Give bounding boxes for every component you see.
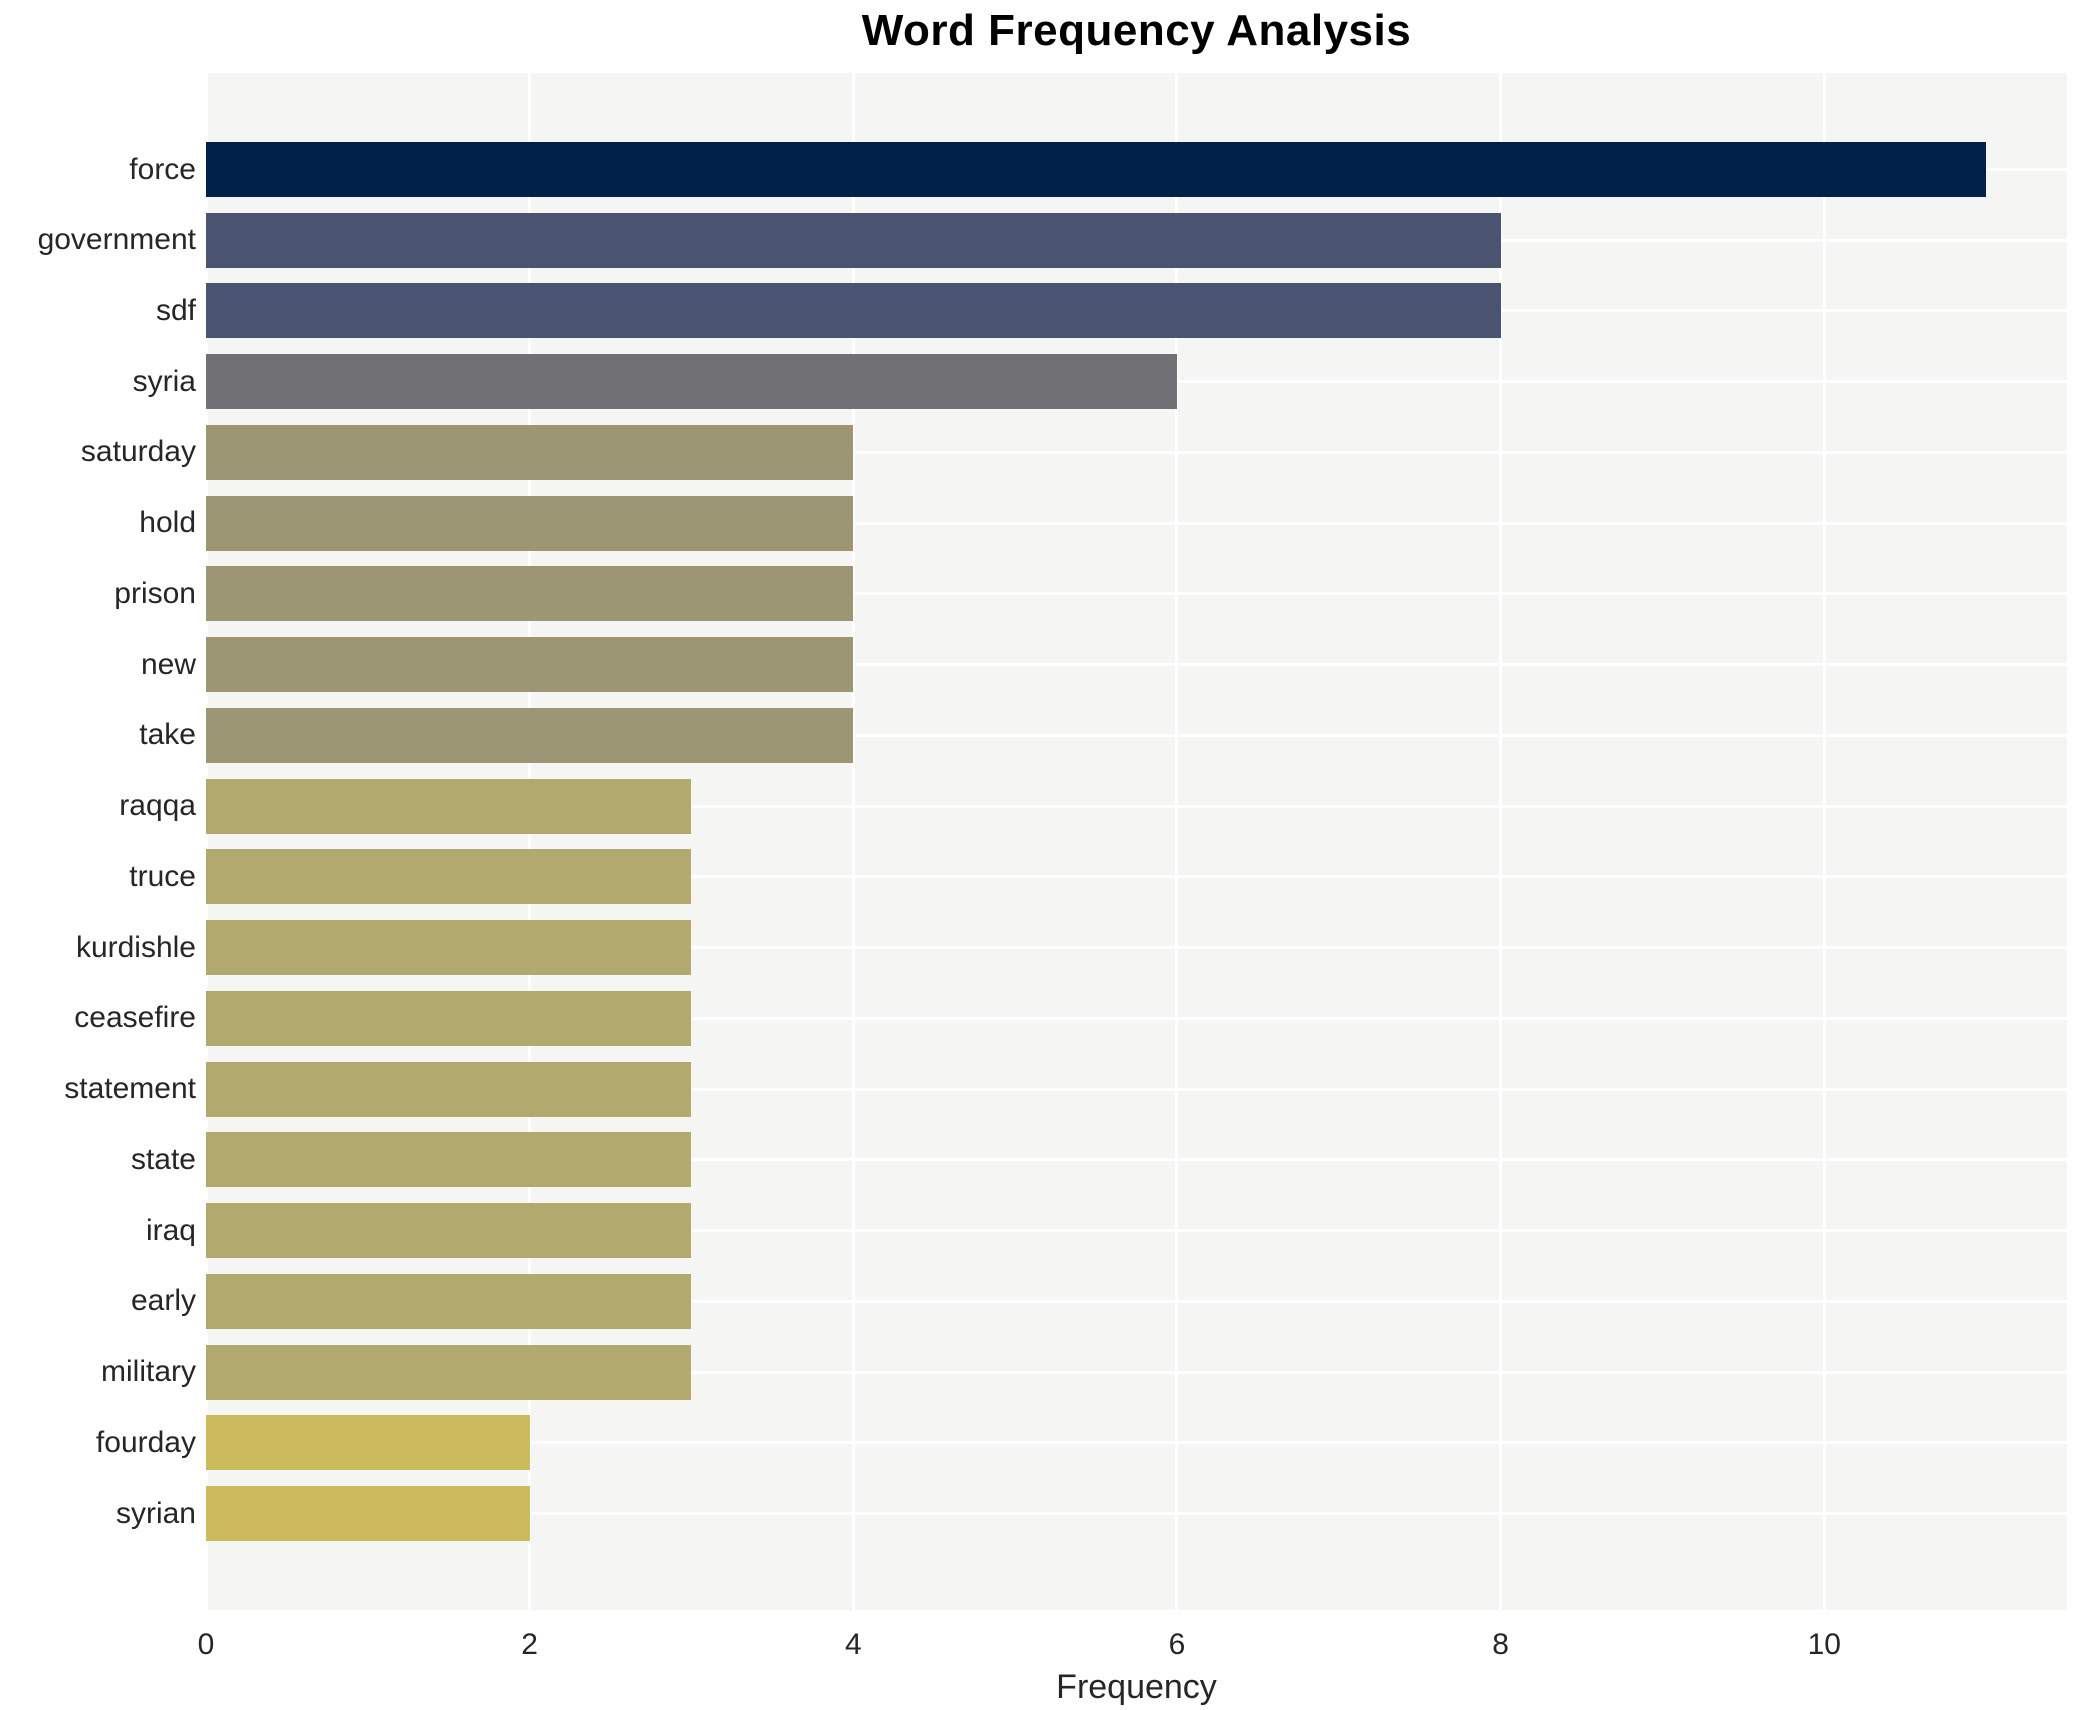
y-tick-label-truce: truce	[129, 859, 196, 893]
x-tick-label-6: 6	[1168, 1628, 1186, 1661]
x-axis-label: Frequency	[1056, 1668, 1217, 1706]
gridline-horizontal	[206, 1512, 2067, 1515]
plot-area	[204, 73, 2067, 1610]
bar-military	[206, 1344, 692, 1400]
gridline-vertical	[1822, 73, 1826, 1610]
y-tick-label-prison: prison	[114, 576, 196, 610]
bar-syria	[206, 354, 1177, 410]
gridline-vertical	[1175, 73, 1179, 1610]
bar-hold	[206, 495, 854, 551]
gridline-horizontal	[206, 450, 2067, 454]
bar-saturday	[206, 424, 854, 480]
gridline-horizontal	[206, 1441, 2067, 1445]
bar-kurdishle	[206, 920, 692, 976]
y-tick-label-early: early	[130, 1284, 196, 1318]
gridline-horizontal	[206, 1299, 2067, 1303]
bar-statement	[206, 1061, 692, 1117]
gridline-horizontal	[206, 1370, 2067, 1374]
y-tick-label-ceasefire: ceasefire	[74, 1001, 196, 1035]
y-tick-label-statement: statement	[64, 1072, 196, 1106]
bar-prison	[206, 566, 854, 622]
y-tick-label-sdf: sdf	[155, 293, 196, 327]
bar-state	[206, 1132, 692, 1188]
y-tick-label-fourday: fourday	[95, 1425, 196, 1459]
gridline-horizontal	[206, 1158, 2067, 1162]
y-tick-label-government: government	[37, 223, 196, 257]
y-tick-label-new: new	[140, 647, 196, 681]
gridline-horizontal	[206, 946, 2067, 950]
gridline-vertical	[1499, 73, 1503, 1610]
gridline-vertical	[851, 73, 855, 1610]
y-tick-label-take: take	[139, 718, 196, 752]
bar-take	[206, 707, 854, 763]
y-tick-label-iraq: iraq	[145, 1213, 196, 1247]
gridline-horizontal	[206, 804, 2067, 808]
chart-title: Word Frequency Analysis	[861, 6, 1412, 55]
y-tick-label-raqqa: raqqa	[119, 789, 196, 823]
gridline-horizontal	[206, 592, 2067, 596]
x-tick-label-4: 4	[844, 1628, 862, 1661]
y-tick-label-military: military	[101, 1355, 196, 1389]
bar-government	[206, 212, 1501, 268]
bar-raqqa	[206, 778, 692, 834]
bar-force	[206, 142, 1987, 197]
gridline-horizontal	[206, 1087, 2067, 1091]
y-tick-label-force: force	[129, 152, 196, 186]
y-tick-label-state: state	[130, 1142, 196, 1176]
x-tick-label-10: 10	[1807, 1628, 1841, 1661]
y-tick-label-kurdishle: kurdishle	[75, 930, 196, 964]
bar-ceasefire	[206, 990, 692, 1046]
gridline-vertical	[528, 73, 532, 1610]
y-tick-label-hold: hold	[139, 506, 196, 540]
y-tick-label-saturday: saturday	[80, 435, 196, 469]
bar-syrian	[206, 1486, 530, 1541]
gridline-horizontal	[206, 875, 2067, 879]
y-tick-label-syria: syria	[132, 364, 196, 398]
bar-iraq	[206, 1203, 692, 1259]
y-tick-label-syrian: syrian	[115, 1496, 196, 1530]
bar-early	[206, 1273, 692, 1329]
bar-truce	[206, 849, 692, 905]
gridline-horizontal	[206, 1229, 2067, 1233]
gridline-horizontal	[206, 521, 2067, 525]
gridline-horizontal	[206, 733, 2067, 737]
x-tick-label-0: 0	[197, 1628, 215, 1661]
bar-new	[206, 637, 854, 693]
bar-fourday	[206, 1415, 530, 1471]
x-tick-label-8: 8	[1492, 1628, 1509, 1661]
gridline-horizontal	[206, 663, 2067, 667]
gridline-horizontal	[206, 1016, 2067, 1020]
x-tick-label-2: 2	[521, 1628, 538, 1661]
gridline-vertical	[204, 73, 208, 1610]
bar-sdf	[206, 283, 1501, 339]
